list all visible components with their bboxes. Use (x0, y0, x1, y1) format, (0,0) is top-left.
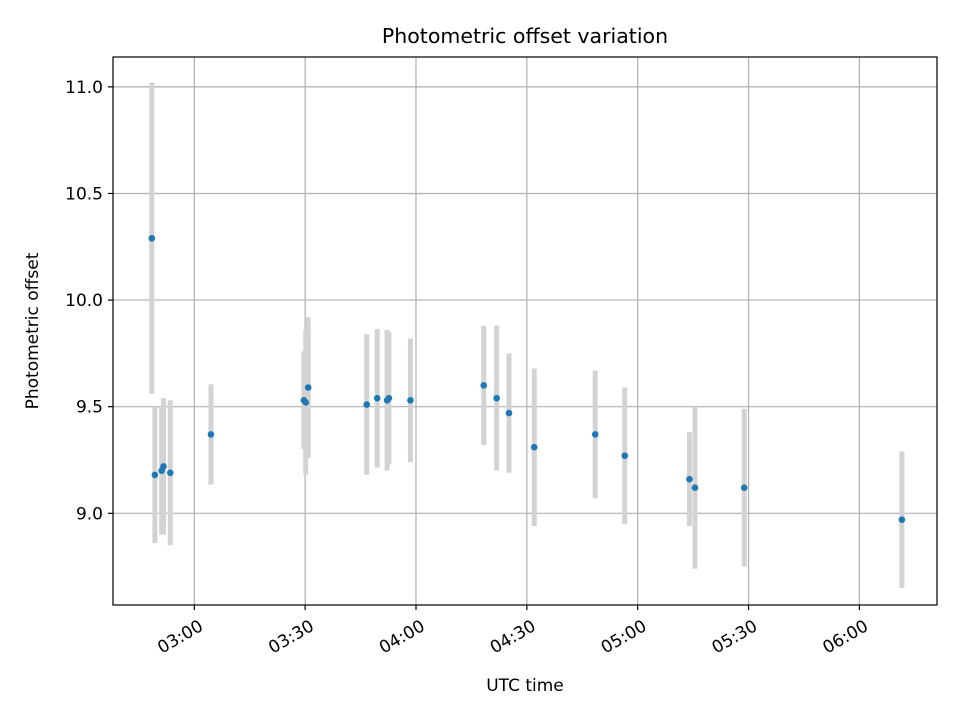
data-point (160, 463, 167, 470)
data-point (740, 484, 748, 492)
data-point (480, 382, 488, 389)
y-tick-label: 11.0 (65, 78, 103, 98)
x-axis-label: UTC time (486, 676, 564, 696)
data-point (686, 475, 693, 483)
data-point (373, 394, 381, 402)
data-point (148, 234, 156, 242)
data-point (207, 431, 215, 438)
data-point (505, 409, 513, 417)
data-points (148, 234, 906, 524)
data-point (304, 384, 312, 391)
data-point (621, 452, 629, 460)
y-tick-label: 10.0 (65, 291, 103, 311)
data-point (363, 401, 371, 408)
data-point (493, 394, 500, 402)
grid (113, 57, 937, 605)
data-point (385, 394, 393, 402)
data-point (591, 431, 599, 438)
chart-title: Photometric offset variation (382, 24, 668, 48)
y-tick-label: 10.5 (65, 184, 103, 204)
data-point (151, 471, 159, 479)
data-point (166, 469, 174, 477)
data-point (898, 516, 906, 524)
data-point (530, 443, 538, 451)
data-point (691, 484, 699, 492)
data-point (302, 399, 310, 406)
plot-frame (112, 56, 938, 606)
y-axis-label: Photometric offset (23, 252, 43, 409)
y-tick-label: 9.5 (76, 398, 103, 418)
data-point (407, 396, 414, 404)
y-tick-label: 9.0 (76, 504, 103, 524)
